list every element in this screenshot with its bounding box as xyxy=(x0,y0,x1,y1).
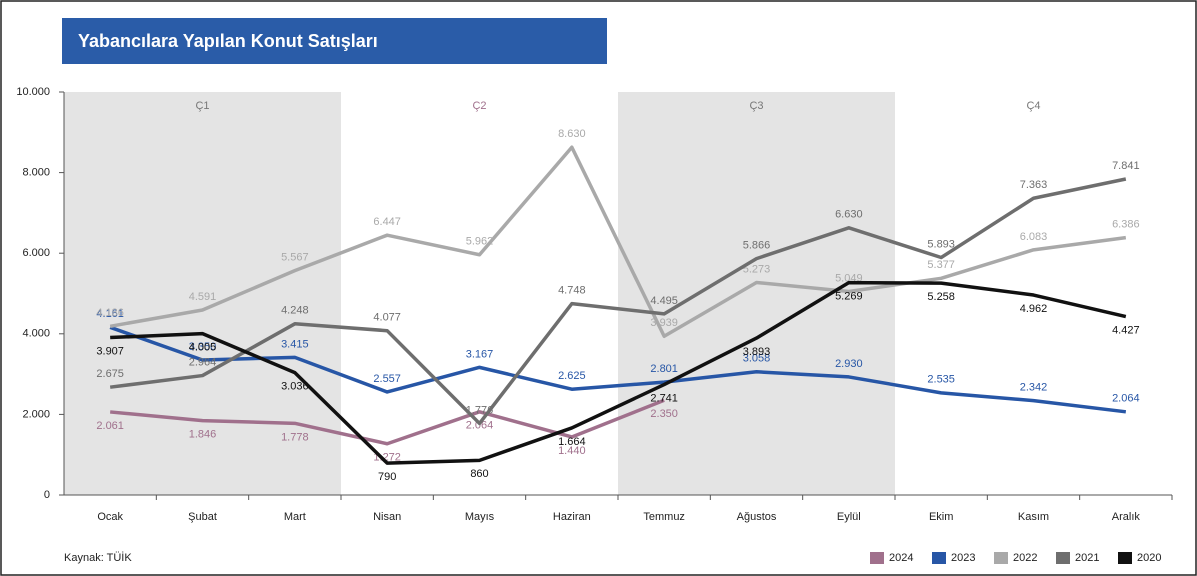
chart-title: Yabancılara Yapılan Konut Satışları xyxy=(78,31,378,51)
series-line xyxy=(109,145,1127,339)
value-label: 6.083 xyxy=(1020,231,1048,243)
series-line xyxy=(110,398,665,446)
x-tick-label: Kasım xyxy=(1018,511,1049,523)
value-label: 1.778 xyxy=(281,431,309,443)
value-label: 2.064 xyxy=(1112,393,1140,405)
value-label: 4.962 xyxy=(1020,303,1048,315)
x-tick-label: Ocak xyxy=(97,511,123,523)
value-label: 2.557 xyxy=(373,373,401,385)
quarter-label: Ç3 xyxy=(749,100,763,112)
value-label: 4.495 xyxy=(650,295,678,307)
x-tick-label: Şubat xyxy=(188,511,217,523)
value-label: 2.350 xyxy=(650,408,678,420)
value-label: 3.893 xyxy=(743,346,771,358)
x-tick-label: Mart xyxy=(284,511,306,523)
y-tick-label: 4.000 xyxy=(22,328,50,340)
value-label: 6.447 xyxy=(373,216,401,228)
y-tick-label: 10.000 xyxy=(16,86,50,98)
value-label: 2.964 xyxy=(189,356,217,368)
value-label: 2.061 xyxy=(96,420,124,432)
value-label: 2.342 xyxy=(1020,382,1048,394)
legend-label: 2022 xyxy=(1013,552,1037,564)
quarter-label: Ç1 xyxy=(195,100,209,112)
legend-label: 2021 xyxy=(1075,552,1099,564)
value-label: 5.273 xyxy=(743,263,771,275)
value-label: 6.386 xyxy=(1112,219,1140,231)
x-tick-label: Temmuz xyxy=(643,511,685,523)
value-label: 7.841 xyxy=(1112,160,1140,172)
value-label: 5.258 xyxy=(927,291,955,303)
value-label: 3.036 xyxy=(281,381,309,393)
value-label: 4.186 xyxy=(96,307,124,319)
y-tick-label: 2.000 xyxy=(22,408,50,420)
value-label: 5.866 xyxy=(743,240,771,252)
quarter-label: Ç2 xyxy=(472,100,486,112)
value-label: 5.269 xyxy=(835,291,863,303)
x-tick-label: Haziran xyxy=(553,511,591,523)
x-tick-label: Eylül xyxy=(837,511,861,523)
value-label: 4.591 xyxy=(189,291,217,303)
value-label: 8.630 xyxy=(558,128,586,140)
value-label: 1.664 xyxy=(558,436,586,448)
series-line xyxy=(109,325,1127,414)
value-label: 1.846 xyxy=(189,429,217,441)
legend-label: 2023 xyxy=(951,552,975,564)
source: Kaynak: TÜİK xyxy=(64,551,132,564)
value-label: 2.675 xyxy=(96,368,124,380)
series-line xyxy=(110,280,1127,465)
value-label: 5.377 xyxy=(927,259,955,271)
value-label: 2.741 xyxy=(650,392,678,404)
value-label: 4.005 xyxy=(189,342,217,354)
value-label: 3.415 xyxy=(281,338,309,350)
x-tick-label: Aralık xyxy=(1112,511,1141,523)
value-label: 1.776 xyxy=(466,404,494,416)
value-label: 3.058 xyxy=(743,353,771,365)
legend-swatch xyxy=(932,552,946,564)
value-label: 6.630 xyxy=(835,209,863,221)
x-tick-label: Mayıs xyxy=(465,511,495,523)
value-label: 790 xyxy=(378,471,396,483)
value-label: 860 xyxy=(470,468,488,480)
y-tick-label: 6.000 xyxy=(22,247,50,259)
quarter-label: Ç4 xyxy=(1026,100,1040,112)
title-banner xyxy=(62,18,607,64)
legend-label: 2024 xyxy=(889,552,913,564)
value-label: 4.248 xyxy=(281,305,309,317)
quarter-band xyxy=(618,92,895,495)
legend-label: 2020 xyxy=(1137,552,1161,564)
value-label: 3.167 xyxy=(466,348,494,360)
legend-swatch xyxy=(994,552,1008,564)
x-tick-label: Nisan xyxy=(373,511,401,523)
value-label: 2.625 xyxy=(558,370,586,382)
value-label: 3.907 xyxy=(96,345,124,357)
value-label: 4.427 xyxy=(1112,324,1140,336)
value-label: 2.801 xyxy=(650,363,678,375)
value-label: 2.930 xyxy=(835,358,863,370)
series-line xyxy=(109,177,1127,426)
value-label: 4.161 xyxy=(96,308,124,320)
x-tick-label: Ağustos xyxy=(737,511,777,523)
value-label: 2.535 xyxy=(927,374,955,386)
value-label: 5.962 xyxy=(466,236,494,248)
value-label: 2.064 xyxy=(466,420,494,432)
legend-swatch xyxy=(1056,552,1070,564)
legend-swatch xyxy=(870,552,884,564)
value-label: 3.939 xyxy=(650,317,678,329)
value-label: 7.363 xyxy=(1020,179,1048,191)
value-label: 1.440 xyxy=(558,445,586,457)
legend-swatch xyxy=(1118,552,1132,564)
value-label: 5.567 xyxy=(281,252,309,264)
y-tick-label: 0 xyxy=(44,489,50,501)
quarter-band xyxy=(64,92,341,495)
x-tick-label: Ekim xyxy=(929,511,953,523)
value-label: 4.748 xyxy=(558,285,586,297)
y-tick-label: 8.000 xyxy=(22,167,50,179)
value-label: 4.077 xyxy=(373,312,401,324)
value-label: 5.893 xyxy=(927,238,955,250)
value-label: 3.350 xyxy=(189,341,217,353)
